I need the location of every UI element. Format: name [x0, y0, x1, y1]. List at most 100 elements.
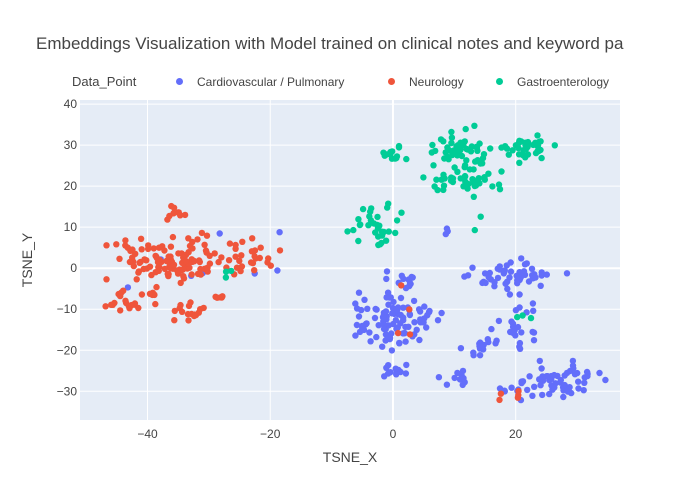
data-point [434, 317, 442, 324]
data-point [491, 279, 498, 286]
data-point [161, 247, 168, 254]
data-point [398, 209, 405, 216]
data-point [225, 257, 233, 264]
tick-labels: −40 −20 0 20 −30 −20 −10 0 10 20 30 40 [57, 97, 523, 441]
legend-label-gastroenterology: Gastroenterology [517, 75, 610, 89]
data-point [508, 384, 515, 391]
data-point [182, 257, 190, 265]
data-point [394, 329, 402, 337]
data-point [232, 253, 239, 260]
data-point [249, 259, 257, 267]
data-point [122, 297, 129, 304]
data-point [102, 303, 109, 310]
data-point [531, 383, 538, 390]
data-point [359, 205, 367, 213]
data-point [428, 149, 435, 156]
data-point [171, 307, 178, 315]
data-point [551, 142, 558, 149]
data-point [185, 317, 192, 324]
data-point [551, 371, 558, 379]
data-point [185, 235, 192, 242]
data-point [460, 375, 467, 382]
data-point [402, 370, 410, 377]
data-point [514, 280, 521, 287]
data-point [515, 387, 522, 395]
data-point [174, 270, 182, 277]
data-point [395, 144, 403, 151]
data-points [102, 122, 609, 404]
data-point [496, 396, 503, 404]
data-point [185, 249, 192, 256]
data-point [561, 372, 568, 379]
data-point [462, 178, 469, 185]
y-tick-label: −10 [57, 302, 78, 316]
data-point [468, 143, 475, 150]
data-point [181, 211, 189, 219]
data-point [508, 318, 515, 325]
data-point [394, 306, 401, 314]
data-point [222, 274, 230, 281]
x-tick-label: 0 [390, 427, 397, 441]
data-point [538, 365, 545, 372]
data-point [256, 254, 263, 262]
data-point [411, 319, 418, 326]
data-point [516, 291, 523, 298]
data-point [392, 365, 399, 372]
data-point [406, 331, 414, 338]
data-point [420, 174, 427, 181]
data-point [359, 322, 366, 330]
data-point [356, 221, 364, 229]
data-point [400, 317, 407, 324]
legend-item-neurology[interactable]: Neurology [388, 75, 464, 89]
chart-title: Embeddings Visualization with Model trai… [36, 34, 624, 53]
data-point [389, 148, 396, 155]
data-point [393, 217, 401, 224]
data-point [276, 247, 284, 254]
data-point [470, 166, 477, 173]
data-point [520, 268, 528, 275]
data-point [146, 290, 154, 297]
data-point [457, 345, 465, 352]
data-point [398, 282, 405, 289]
data-point [509, 147, 516, 154]
data-point [166, 212, 173, 220]
data-point [448, 139, 455, 147]
data-point [440, 138, 447, 145]
data-point [505, 151, 512, 158]
data-point [501, 143, 509, 150]
data-point [446, 147, 453, 154]
data-point [175, 250, 182, 257]
data-point [122, 237, 129, 244]
data-point [397, 368, 404, 376]
data-point [194, 236, 201, 243]
legend-item-cardiovascular[interactable]: Cardiovascular / Pulmonary [176, 75, 344, 89]
data-point [350, 226, 357, 234]
data-point [431, 183, 438, 190]
data-point [410, 297, 418, 305]
data-point [396, 339, 403, 347]
data-point [481, 270, 489, 277]
data-point [537, 138, 544, 145]
data-point [470, 193, 477, 200]
data-point [161, 265, 169, 273]
data-point [516, 159, 523, 166]
data-point [138, 246, 145, 253]
y-tick-label: 30 [64, 138, 78, 152]
data-point [454, 152, 461, 159]
data-point [529, 392, 536, 399]
data-point [581, 379, 588, 386]
data-point [155, 244, 163, 251]
data-point [460, 142, 467, 149]
data-point [493, 337, 500, 344]
data-point [496, 263, 503, 270]
data-point [118, 289, 125, 296]
data-point [534, 132, 541, 139]
data-point [406, 311, 414, 319]
data-point [477, 213, 484, 220]
legend-item-gastroenterology[interactable]: Gastroenterology [496, 75, 609, 89]
data-point [367, 217, 375, 224]
data-point [399, 330, 407, 337]
data-point [367, 338, 374, 345]
data-point [516, 137, 523, 144]
